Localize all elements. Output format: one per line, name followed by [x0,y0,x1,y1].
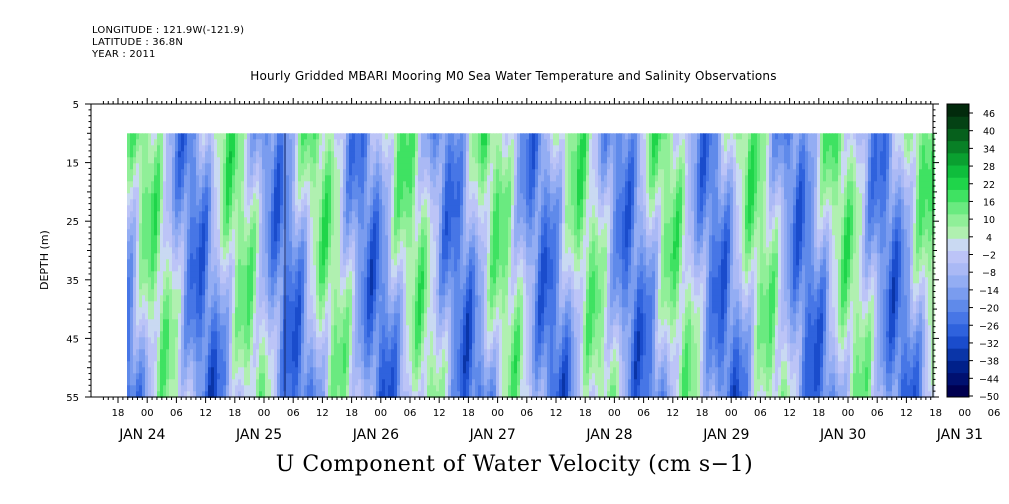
colorbar-swatch [947,116,969,129]
x-tick-label: 00 [842,408,855,419]
x-tick-label: 00 [141,408,154,419]
colorbar-label: 10 [983,215,995,226]
colorbar-label: −2 [982,251,996,262]
dataset-title: Hourly Gridded MBARI Mooring M0 Sea Wate… [250,69,777,83]
colorbar-swatch [947,104,969,117]
colorbar-label: −50 [979,392,999,403]
colorbar-label: 4 [986,233,992,244]
x-tick-label: 06 [988,408,1001,419]
x-tick-label: 12 [900,408,913,419]
x-tick-label: 00 [725,408,738,419]
y-tick-label: 45 [66,334,79,345]
y-tick-label: 5 [73,100,79,111]
colorbar-swatch [947,311,969,325]
colorbar-swatch [947,323,969,337]
colorbar-label: 34 [983,144,995,155]
x-tick-label: 00 [608,408,621,419]
colorbar-label: −38 [979,357,999,368]
chart-title: U Component of Water Velocity (cm s−1) [275,452,754,477]
colorbar-label: −44 [979,374,999,385]
colorbar-swatch [947,238,969,251]
colorbar-swatch [947,335,969,349]
colorbar: 46 40 34 28 22 16 10 4 −2 −8 −14 −20 −26 −32 −38 −44 −50 [946,103,999,403]
x-tick-label: 06 [754,408,767,419]
x-tick-label: 18 [812,408,825,419]
y-tick-label: 25 [66,217,79,228]
heatmap-field [90,103,935,398]
year-text: YEAR : 2011 [92,49,156,60]
x-tick-label: 00 [374,408,387,419]
colorbar-swatch [947,177,969,190]
x-tick-label: 18 [228,408,241,419]
colorbar-swatch [947,372,969,386]
x-tick-label: 12 [433,408,446,419]
x-tick-label: 18 [345,408,358,419]
y-tick-label: 15 [66,159,79,170]
colorbar-label: 46 [983,109,995,120]
x-tick-label: 18 [462,408,475,419]
colorbar-label: −20 [979,304,999,315]
colorbar-swatch [947,213,969,227]
x-axis: 18 00 06 12 18 00 06 12 18 00 06 12 18 00 06 12 18 00 06 12… [102,98,1001,443]
x-tick-label: 00 [491,408,504,419]
x-tick-label: 12 [666,408,679,419]
x-tick-label: 12 [316,408,329,419]
x-tick-label: 06 [404,408,417,419]
colorbar-swatch [947,152,969,166]
colorbar-label: −14 [979,286,999,297]
x-day-label: JAN 29 [702,427,749,443]
x-day-label: JAN 27 [469,427,516,443]
y-tick-label: 55 [66,393,79,404]
y-tick-label: 35 [66,276,79,287]
colorbar-swatch [947,128,969,142]
colorbar-swatch [947,299,969,313]
x-tick-label: 18 [579,408,592,419]
colorbar-label: −8 [982,268,996,279]
x-day-label: JAN 24 [118,427,165,443]
colorbar-swatch [947,140,969,154]
x-tick-label: 00 [258,408,271,419]
x-tick-label: 06 [871,408,884,419]
x-day-label: JAN 26 [352,427,399,443]
x-day-label: JAN 25 [235,427,282,443]
colorbar-swatch [947,250,969,264]
colorbar-label: 16 [983,197,995,208]
colorbar-swatch [947,165,969,178]
x-tick-label: 12 [550,408,563,419]
colorbar-label: −26 [979,321,999,332]
x-tick-label: 12 [199,408,212,419]
x-day-label: JAN 30 [819,427,866,443]
colorbar-swatch [947,348,969,361]
colorbar-swatch [947,226,969,239]
longitude-text: LONGITUDE : 121.9W(-121.9) [92,25,245,36]
x-tick-label: 06 [520,408,533,419]
colorbar-swatch [947,384,969,398]
colorbar-swatch [947,262,969,276]
colorbar-swatch [947,201,969,215]
colorbar-swatch [947,189,969,203]
colorbar-label: 28 [983,162,995,173]
latitude-text: LATITUDE : 36.8N [92,37,184,48]
x-tick-label: 18 [112,408,125,419]
x-tick-label: 06 [287,408,300,419]
colorbar-swatch [947,360,969,374]
x-tick-label: 18 [929,408,942,419]
colorbar-label: 22 [983,180,995,191]
colorbar-label: 40 [983,127,995,138]
x-tick-label: 06 [170,408,183,419]
x-tick-label: 06 [637,408,650,419]
x-day-label: JAN 28 [585,427,632,443]
colorbar-swatch [947,274,969,288]
x-day-label: JAN 31 [936,427,983,443]
colorbar-label: −32 [979,339,999,350]
y-axis: 5 15 25 35 45 55 [66,100,939,404]
x-tick-label: 00 [958,408,971,419]
colorbar-swatch [947,287,969,300]
colorbar-frame [946,103,970,398]
x-tick-label: 18 [696,408,709,419]
x-tick-label: 12 [783,408,796,419]
